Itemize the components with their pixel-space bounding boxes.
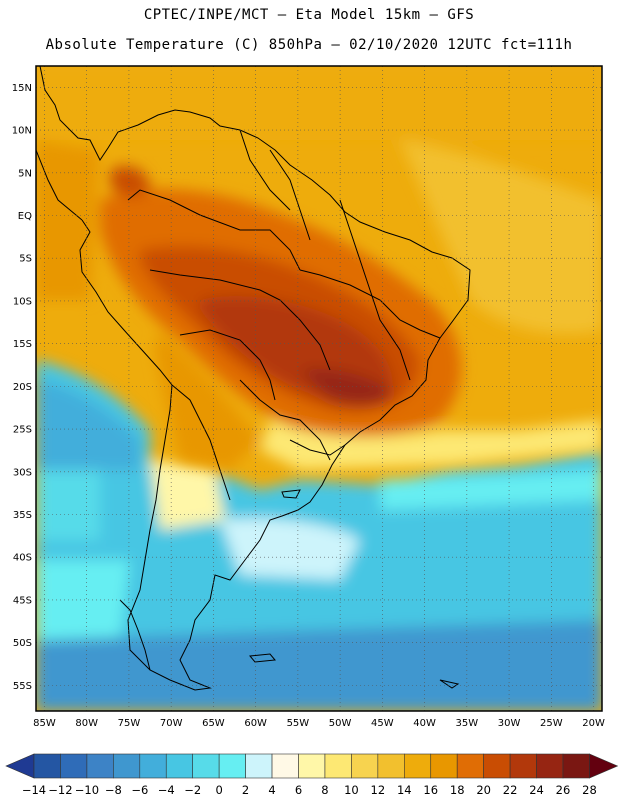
color-scale-label: 28 <box>582 783 597 797</box>
color-swatch <box>562 753 590 779</box>
color-swatch <box>430 753 458 779</box>
longitude-label: 55W <box>287 718 310 729</box>
coastlines <box>36 66 471 691</box>
longitude-label: 30W <box>498 718 521 729</box>
color-swatch <box>192 753 220 779</box>
color-scale-label: 10 <box>344 783 359 797</box>
latitude-label: 40S <box>13 553 32 564</box>
color-scale-label: −2 <box>184 783 201 797</box>
color-scale-label: 0 <box>215 783 222 797</box>
color-swatch <box>5 753 35 779</box>
latitude-label: 50S <box>13 638 32 649</box>
longitude-label: 20W <box>582 718 605 729</box>
color-scale-label: −14 <box>22 783 46 797</box>
color-swatch <box>113 753 141 779</box>
longitude-label: 80W <box>75 718 98 729</box>
color-swatch <box>165 753 194 779</box>
color-swatch <box>60 753 88 779</box>
color-swatch <box>218 753 246 779</box>
color-scale-label: −10 <box>75 783 99 797</box>
latitude-label: 20S <box>13 382 32 393</box>
map-frame <box>35 65 603 712</box>
latitude-label: 55S <box>13 681 32 692</box>
color-swatch <box>324 753 352 779</box>
color-scale-label: 14 <box>397 783 412 797</box>
latitude-label: 5S <box>19 254 32 265</box>
color-swatch <box>271 753 299 779</box>
color-swatch <box>298 753 326 779</box>
longitude-label: 70W <box>160 718 183 729</box>
color-scale-legend: −14 −12 −10 −8 −6 −4 −2 0 2 4 6 8 10 12 14 16 18 20 22 24 26… <box>5 753 618 797</box>
latitude-label: 10N <box>12 126 32 137</box>
longitude-label: 65W <box>202 718 225 729</box>
color-scale-label: 16 <box>423 783 438 797</box>
color-scale-label: 8 <box>321 783 328 797</box>
color-scale-label: 4 <box>268 783 275 797</box>
longitude-label: 35W <box>456 718 479 729</box>
latitude-label: 5N <box>18 168 32 179</box>
color-swatch <box>589 753 618 779</box>
temperature-field <box>36 66 602 711</box>
latitude-label: 15S <box>13 339 32 350</box>
color-swatch <box>483 753 511 779</box>
color-swatch <box>456 753 484 779</box>
color-swatch <box>33 753 61 779</box>
latitude-label: 45S <box>13 595 32 606</box>
color-swatch <box>245 753 273 779</box>
latitude-label: 15N <box>12 83 32 94</box>
longitude-label: 50W <box>329 718 352 729</box>
color-scale-label: −6 <box>131 783 148 797</box>
latitude-labels: 15N 10N 5N EQ 5S 10S 15S 20S 25S 30S 35S 40S 45S 50S 5… <box>12 83 32 692</box>
color-scale-label: 24 <box>529 783 544 797</box>
latitude-label: 30S <box>13 467 32 478</box>
longitude-label: 75W <box>118 718 141 729</box>
longitude-label: 40W <box>413 718 436 729</box>
color-swatch <box>403 753 432 779</box>
color-scale-label: −12 <box>48 783 72 797</box>
color-scale-label: 22 <box>503 783 518 797</box>
longitude-label: 25W <box>540 718 563 729</box>
color-swatch <box>536 753 564 779</box>
longitude-label: 45W <box>371 718 394 729</box>
temperature-map: 85W 80W 75W 70W 65W 60W 55W 50W 45W 40W 35W 30W 25W 2… <box>12 65 605 729</box>
color-scale-label: 26 <box>556 783 571 797</box>
color-swatch <box>351 753 379 779</box>
longitude-label: 85W <box>33 718 56 729</box>
color-swatch <box>86 753 114 779</box>
color-scale-label: 12 <box>371 783 386 797</box>
color-scale-label: 2 <box>242 783 249 797</box>
color-scale-label: −8 <box>105 783 122 797</box>
latitude-label: EQ <box>18 211 32 222</box>
color-scale-label: 20 <box>476 783 491 797</box>
longitude-label: 60W <box>244 718 267 729</box>
latitude-label: 25S <box>13 425 32 436</box>
color-swatch <box>377 753 405 779</box>
color-swatch <box>509 753 537 779</box>
color-scale-label: 18 <box>450 783 465 797</box>
color-scale-label: 6 <box>295 783 302 797</box>
color-scale-label: −4 <box>158 783 175 797</box>
map-title-line2: Absolute Temperature (C) 850hPa – 02/10/… <box>45 37 573 53</box>
map-title-line1: CPTEC/INPE/MCT – Eta Model 15km – GFS <box>143 7 475 23</box>
latitude-label: 10S <box>13 296 32 307</box>
latitude-label: 35S <box>13 510 32 521</box>
longitude-labels: 85W 80W 75W 70W 65W 60W 55W 50W 45W 40W 35W 30W 25W 2… <box>33 718 605 729</box>
color-swatch <box>139 753 167 779</box>
